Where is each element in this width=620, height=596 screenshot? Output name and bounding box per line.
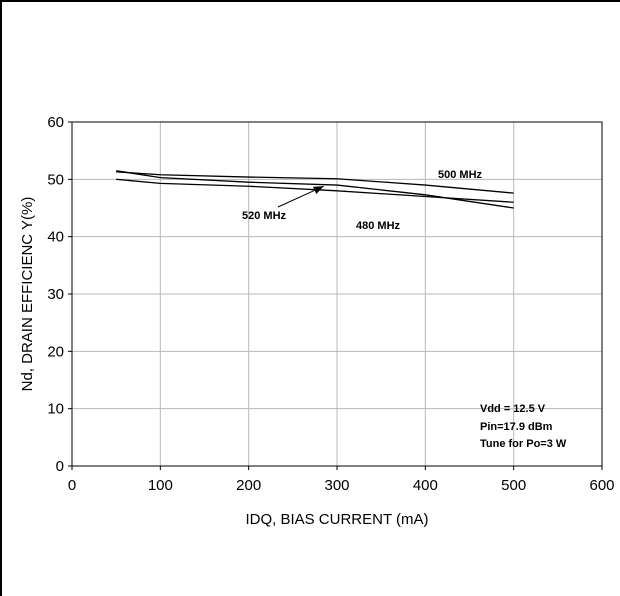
- condition-pin: Pin=17.9 dBm: [480, 421, 553, 433]
- y-tick-label: 50: [47, 171, 64, 188]
- x-tick-label: 100: [148, 477, 173, 494]
- series-label-480mhz: 480 MHz: [356, 220, 401, 232]
- condition-vdd: Vdd = 12.5 V: [480, 403, 546, 415]
- frame-top-border: [0, 0, 620, 2]
- y-tick-label: 40: [47, 229, 64, 246]
- x-tick-labels: 0 100 200 300 400 500 600: [68, 466, 615, 494]
- condition-tune: Tune for Po=3 W: [480, 438, 567, 450]
- x-axis-title: IDQ, BIAS CURRENT (mA): [245, 511, 428, 528]
- y-tick-label: 30: [47, 286, 64, 303]
- x-tick-label: 600: [589, 477, 614, 494]
- y-tick-label: 10: [47, 401, 64, 418]
- frame-left-border: [0, 0, 2, 596]
- series-label-520mhz: 520 MHz: [242, 210, 287, 222]
- y-tick-labels: 0 10 20 30 40 50 60: [47, 114, 72, 475]
- series-lines: [116, 170, 514, 209]
- x-tick-label: 200: [236, 477, 261, 494]
- x-tick-label: 300: [324, 477, 349, 494]
- label-arrow-head: [312, 186, 324, 194]
- y-tick-label: 20: [47, 343, 64, 360]
- series-line-500mhz: [116, 171, 514, 194]
- x-tick-label: 500: [501, 477, 526, 494]
- y-tick-label: 0: [56, 458, 64, 475]
- y-axis-title: Nd, DRAIN EFFICIENC Y(%): [19, 197, 36, 392]
- x-tick-label: 400: [413, 477, 438, 494]
- x-tick-label: 0: [68, 477, 76, 494]
- series-label-500mhz: 500 MHz: [438, 169, 483, 181]
- series-line-480mhz: [116, 178, 514, 203]
- y-tick-label: 60: [47, 114, 64, 131]
